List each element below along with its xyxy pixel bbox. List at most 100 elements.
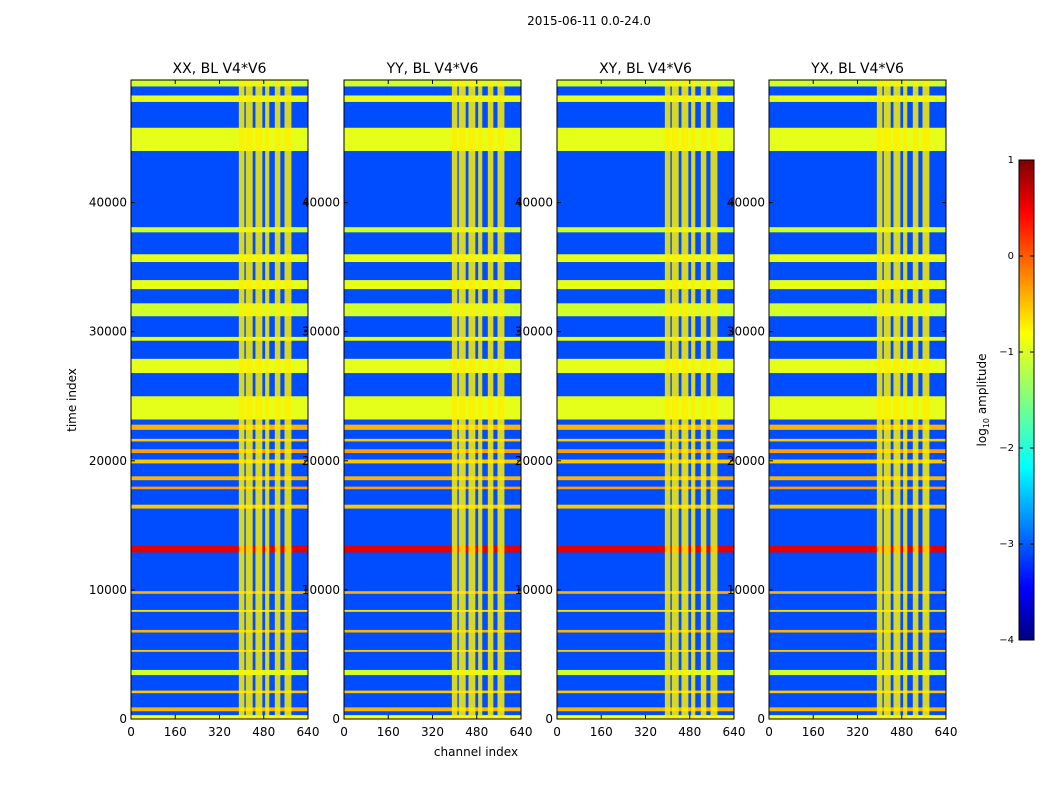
time-band [557, 476, 734, 481]
time-band [557, 438, 734, 442]
channel-band [487, 80, 494, 719]
time-band [769, 476, 946, 481]
colorbar-gradient [1018, 159, 1035, 641]
time-band [769, 438, 946, 442]
x-tick-label: 480 [252, 725, 275, 739]
time-band [557, 629, 734, 633]
time-band [557, 669, 734, 676]
time-band [769, 504, 946, 509]
time-band [344, 591, 521, 594]
time-band [131, 609, 308, 612]
y-tick-label: 30000 [89, 325, 127, 339]
time-band [344, 546, 521, 553]
time-band [131, 280, 308, 290]
time-band [557, 336, 734, 341]
channel-band [468, 80, 476, 719]
time-band [131, 486, 308, 490]
time-band [344, 303, 521, 317]
time-band [344, 449, 521, 454]
time-band [557, 486, 734, 490]
y-tick-label: 20000 [727, 454, 765, 468]
colorbar-tick-label: −3 [999, 539, 1014, 550]
y-tick-label: 30000 [515, 325, 553, 339]
time-band [769, 449, 946, 454]
time-band [557, 358, 734, 374]
time-band [557, 649, 734, 652]
time-band [344, 609, 521, 612]
x-tick-label: 160 [164, 725, 187, 739]
time-band [131, 546, 308, 553]
time-band [131, 254, 308, 263]
channel-band [284, 80, 292, 719]
panel-3: XY, BL V4*V6 0 160 320 480 640 0 10000 20000 3000… [515, 61, 746, 739]
y-tick-label: 10000 [89, 583, 127, 597]
panel-title: YX, BL V4*V6 [810, 61, 904, 77]
panel-4: YX, BL V4*V6 0 160 320 480 640 0 10000 20000 3000… [727, 61, 958, 739]
time-band [131, 336, 308, 341]
x-tick-label: 0 [553, 725, 561, 739]
time-band [344, 690, 521, 694]
time-band [557, 504, 734, 509]
colorbar-tick-label: −1 [999, 347, 1014, 358]
time-band [344, 707, 521, 712]
y-axis-label: time index [65, 368, 79, 432]
time-band [769, 396, 946, 420]
time-band [769, 486, 946, 490]
time-band [344, 336, 521, 341]
time-band [557, 459, 734, 464]
time-band [557, 609, 734, 612]
channel-band [255, 80, 263, 719]
time-band [557, 690, 734, 694]
time-band [131, 669, 308, 676]
panels-group: XX, BL V4*V6 0 160 320 480 640 0 10000 20000 3000… [89, 61, 958, 739]
time-band [769, 459, 946, 464]
panel-title: XX, BL V4*V6 [173, 61, 267, 77]
y-tick-label: 30000 [302, 325, 340, 339]
time-band [769, 591, 946, 594]
x-tick-label: 640 [510, 725, 533, 739]
time-band [131, 303, 308, 317]
x-tick-label: 160 [377, 725, 400, 739]
time-band [557, 303, 734, 317]
x-tick-label: 640 [723, 725, 746, 739]
channel-band [478, 80, 483, 719]
time-band [131, 227, 308, 233]
time-band [557, 127, 734, 151]
channel-band [265, 80, 270, 719]
time-band [344, 358, 521, 374]
channel-band [700, 80, 707, 719]
time-band [769, 690, 946, 694]
colorbar-ticks: −4 −3 −2 −1 0 1 [999, 155, 1034, 646]
time-band [344, 438, 521, 442]
time-band [344, 476, 521, 481]
time-band [131, 424, 308, 430]
x-tick-label: 480 [465, 725, 488, 739]
time-band [131, 629, 308, 633]
x-tick-label: 320 [421, 725, 444, 739]
time-band [131, 504, 308, 509]
x-tick-label: 0 [127, 725, 135, 739]
time-band [769, 227, 946, 233]
time-band [344, 280, 521, 290]
panel-1: XX, BL V4*V6 0 160 320 480 640 0 10000 20000 3000… [89, 61, 320, 739]
time-band [557, 591, 734, 594]
time-band [557, 280, 734, 290]
panel-title: XY, BL V4*V6 [599, 61, 692, 77]
time-band [769, 358, 946, 374]
time-band [769, 609, 946, 612]
time-band [131, 95, 308, 102]
y-tick-label: 20000 [89, 454, 127, 468]
channel-band [903, 80, 908, 719]
y-tick-label: 0 [545, 712, 553, 726]
y-tick-label: 40000 [727, 196, 765, 210]
time-band [769, 254, 946, 263]
time-band [344, 127, 521, 151]
y-tick-label: 40000 [302, 196, 340, 210]
time-band [344, 629, 521, 633]
channel-band [681, 80, 689, 719]
time-band [769, 127, 946, 151]
time-band [344, 396, 521, 420]
time-band [769, 280, 946, 290]
y-tick-label: 0 [119, 712, 127, 726]
